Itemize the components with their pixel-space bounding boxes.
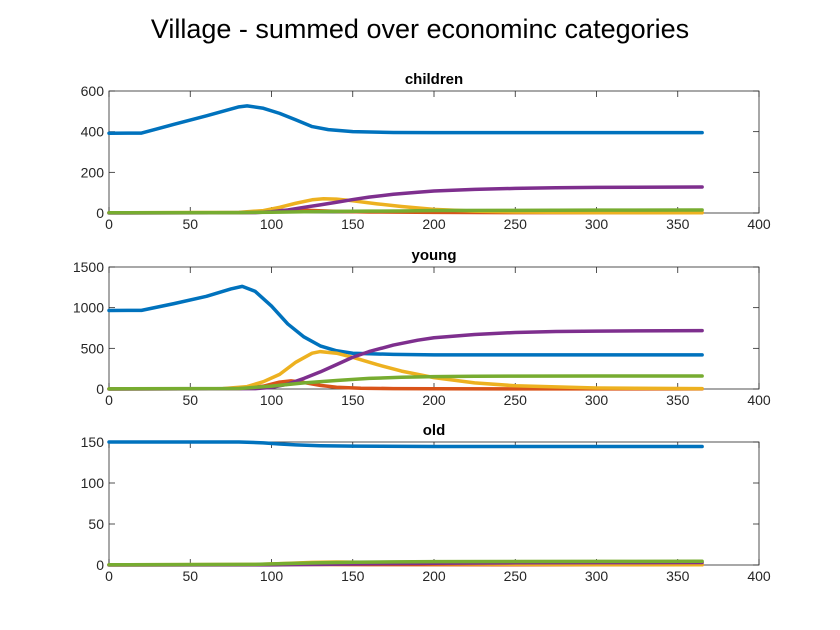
x-tick-label: 200	[422, 392, 446, 408]
x-tick-label: 300	[585, 392, 609, 408]
x-tick-label: 250	[504, 392, 528, 408]
x-tick-label: 200	[422, 568, 446, 584]
panel-young: young 0 50 100 150 200 250 300 350 400 0 500 1000 150…	[73, 247, 771, 408]
x-tick-label: 400	[747, 392, 771, 408]
x-tick-label: 250	[504, 568, 528, 584]
y-tick-label: 150	[81, 434, 105, 450]
panel-old: old 0 50 100 150 200 250 300 350 400 0 50 100 150	[81, 422, 771, 584]
x-tick-label: 0	[105, 568, 113, 584]
x-tick-label: 100	[260, 216, 284, 232]
x-tick-label: 350	[666, 216, 690, 232]
series-line-1	[107, 284, 704, 357]
x-tick-label: 0	[105, 216, 113, 232]
x-tick-label: 100	[260, 568, 284, 584]
y-tick-label: 1500	[73, 259, 104, 275]
x-tick-label: 150	[341, 216, 365, 232]
x-tick-label: 50	[182, 216, 198, 232]
y-tick-label: 0	[96, 205, 104, 221]
series-line-1	[107, 440, 704, 449]
y-tick-label: 0	[96, 381, 104, 397]
x-tick-label: 200	[422, 216, 446, 232]
y-tick-label: 50	[88, 516, 104, 532]
y-tick-label: 1000	[73, 300, 104, 316]
panel-title: old	[423, 422, 446, 439]
x-tick-label: 350	[666, 392, 690, 408]
y-tick-label: 0	[96, 557, 104, 573]
x-tick-label: 0	[105, 392, 113, 408]
series-line-1	[107, 104, 704, 136]
y-tick-label: 100	[81, 475, 105, 491]
axes-box	[108, 441, 760, 566]
x-tick-label: 50	[182, 568, 198, 584]
panel-children: children 0 50 100 150 200 250 300 350 400 0 200 400 6…	[81, 71, 771, 232]
panel-title: children	[405, 71, 463, 88]
x-tick-label: 400	[747, 568, 771, 584]
y-tick-label: 200	[81, 164, 105, 180]
x-tick-label: 100	[260, 392, 284, 408]
axes-box	[108, 266, 760, 390]
figure-title: Village - summed over econominc categori…	[150, 14, 690, 44]
x-tick-label: 250	[504, 216, 528, 232]
y-tick-label: 500	[81, 340, 105, 356]
x-tick-label: 150	[341, 568, 365, 584]
y-tick-label: 600	[81, 83, 105, 99]
x-tick-label: 300	[585, 216, 609, 232]
series-line-5	[107, 559, 704, 567]
x-tick-label: 400	[747, 216, 771, 232]
panel-title: young	[412, 247, 457, 264]
series-line-5	[107, 374, 704, 391]
x-tick-label: 300	[585, 568, 609, 584]
series-line-3	[107, 349, 704, 391]
x-tick-label: 150	[341, 392, 365, 408]
x-tick-label: 350	[666, 568, 690, 584]
x-tick-label: 50	[182, 392, 198, 408]
axes-box	[108, 90, 760, 214]
y-tick-label: 400	[81, 124, 105, 140]
series-line-5	[107, 208, 704, 215]
